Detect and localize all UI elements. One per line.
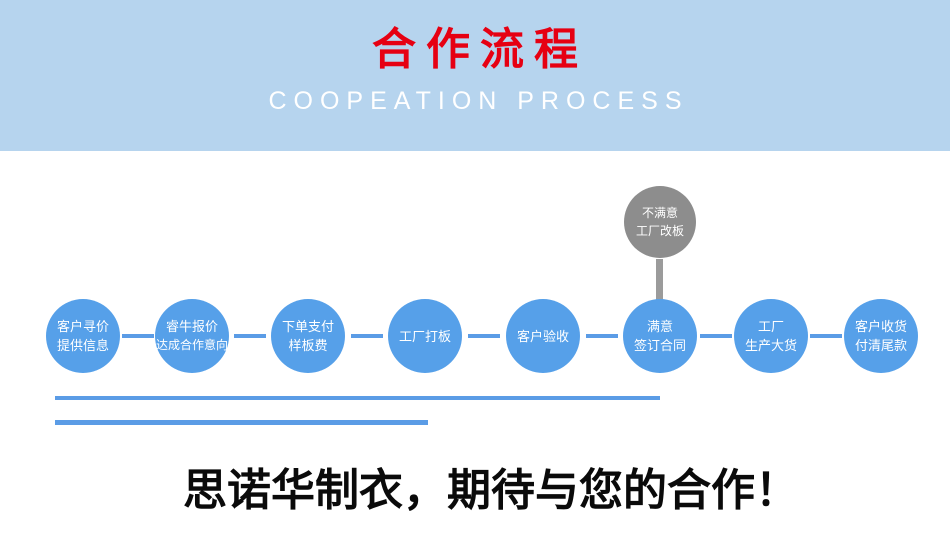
step-connector-line — [586, 334, 618, 338]
reject-connector-line — [656, 259, 663, 301]
flow-node-label: 睿牛报价 — [165, 319, 218, 334]
flow-node-label: 样板费 — [288, 338, 328, 353]
flow-node-6: 满意 签订合同 — [623, 299, 697, 373]
flow-node-1: 客户寻价 提供信息 — [46, 299, 120, 373]
step-connector-line — [351, 334, 383, 338]
flow-node-label: 达成合作意向 — [155, 338, 228, 352]
flow-node-label: 工厂打板 — [398, 328, 451, 344]
flow-node-reject: 不满意 工厂改板 — [624, 186, 696, 258]
flow-node-5: 客户验收 — [506, 299, 580, 373]
flow-node-label: 客户收货 — [854, 319, 907, 334]
flow-node-3: 下单支付 样板费 — [271, 299, 345, 373]
flow-node-label: 工厂 — [757, 319, 784, 334]
slogan-text: 思诺华制衣，期待与您的合作！ — [183, 466, 799, 515]
page-title: 合作流程 — [372, 25, 588, 74]
flow-node-7: 工厂 生产大货 — [734, 299, 808, 373]
flow-node-2: 睿牛报价 达成合作意向 — [155, 299, 229, 373]
step-connector-line — [700, 334, 732, 338]
step-connector-line — [468, 334, 500, 338]
flow-node-label: 满意 — [646, 319, 673, 334]
flow-node-8: 客户收货 付清尾款 — [844, 299, 918, 373]
underline-primary — [55, 396, 660, 400]
step-connector-line — [234, 334, 266, 338]
flow-node-label: 签订合同 — [633, 338, 686, 353]
flow-node-label: 付清尾款 — [854, 338, 907, 353]
flow-node-label: 不满意 — [641, 206, 678, 220]
flow-node-4: 工厂打板 — [388, 299, 462, 373]
flow-node-label: 客户验收 — [516, 328, 569, 344]
header-band: 合作流程 COOPEATION PROCESS — [0, 0, 950, 151]
page-subtitle: COOPEATION PROCESS — [268, 87, 689, 115]
step-connector-line — [810, 334, 842, 338]
flow-node-label: 提供信息 — [56, 338, 109, 353]
flow-node-label: 工厂改板 — [635, 224, 684, 238]
step-connector-line — [122, 334, 154, 338]
underline-secondary — [55, 420, 428, 425]
flow-node-label: 生产大货 — [744, 338, 797, 353]
flow-node-label: 下单支付 — [281, 319, 334, 334]
flow-node-label: 客户寻价 — [56, 319, 109, 334]
